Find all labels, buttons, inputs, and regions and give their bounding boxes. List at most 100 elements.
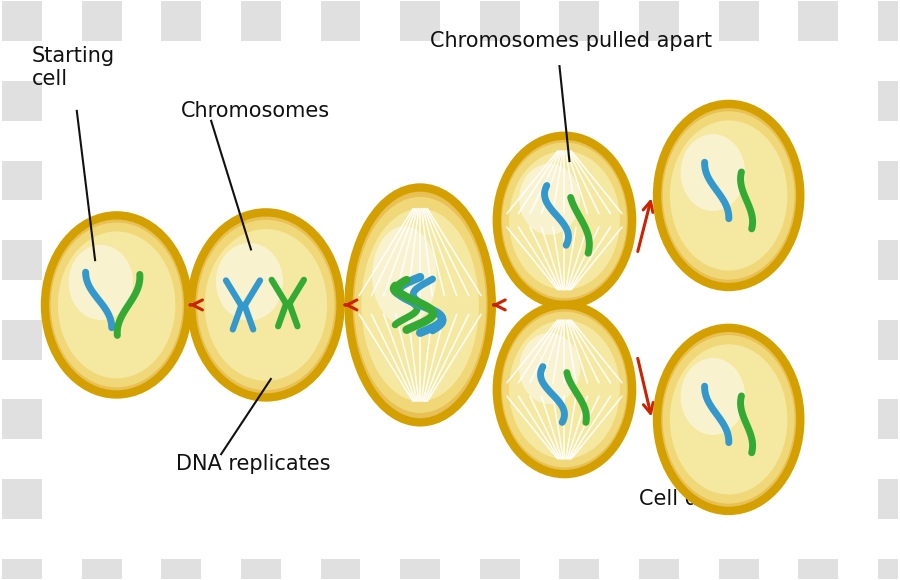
- Bar: [560, 81, 599, 121]
- Bar: [42, 439, 82, 479]
- Bar: [400, 1, 440, 41]
- Bar: [2, 240, 42, 280]
- Ellipse shape: [519, 164, 580, 235]
- Bar: [161, 479, 202, 519]
- Bar: [400, 320, 440, 360]
- Bar: [320, 320, 360, 360]
- Ellipse shape: [204, 229, 327, 381]
- Bar: [798, 161, 838, 201]
- Bar: [878, 400, 900, 439]
- Bar: [838, 280, 878, 320]
- Bar: [2, 81, 42, 121]
- Bar: [82, 1, 122, 41]
- Bar: [122, 439, 161, 479]
- Bar: [519, 201, 560, 240]
- Ellipse shape: [670, 121, 788, 270]
- Bar: [759, 360, 798, 400]
- Bar: [679, 439, 719, 479]
- Bar: [2, 240, 42, 280]
- Bar: [320, 161, 360, 201]
- Bar: [798, 240, 838, 280]
- Bar: [82, 240, 122, 280]
- Bar: [281, 201, 320, 240]
- Bar: [798, 81, 838, 121]
- Bar: [838, 360, 878, 400]
- Bar: [759, 439, 798, 479]
- Bar: [202, 280, 241, 320]
- Bar: [798, 1, 838, 41]
- Bar: [719, 400, 759, 439]
- Bar: [241, 400, 281, 439]
- Bar: [241, 559, 281, 580]
- Bar: [480, 400, 519, 439]
- Bar: [719, 320, 759, 360]
- Bar: [719, 81, 759, 121]
- Ellipse shape: [348, 187, 491, 422]
- Bar: [122, 519, 161, 559]
- Bar: [2, 479, 42, 519]
- Bar: [2, 161, 42, 201]
- Text: Cell divides: Cell divides: [639, 489, 760, 509]
- Ellipse shape: [680, 358, 745, 435]
- Bar: [2, 161, 42, 201]
- Bar: [719, 240, 759, 280]
- Ellipse shape: [502, 143, 626, 298]
- Bar: [878, 81, 900, 121]
- Bar: [798, 559, 838, 580]
- Bar: [2, 559, 42, 580]
- Bar: [480, 559, 519, 580]
- Bar: [639, 1, 679, 41]
- Ellipse shape: [657, 328, 800, 511]
- Bar: [719, 161, 759, 201]
- Bar: [838, 439, 878, 479]
- Ellipse shape: [355, 197, 486, 413]
- Bar: [599, 519, 639, 559]
- Bar: [798, 400, 838, 439]
- Bar: [241, 240, 281, 280]
- Bar: [639, 400, 679, 439]
- Bar: [719, 559, 759, 580]
- Bar: [161, 559, 202, 580]
- Ellipse shape: [497, 305, 632, 474]
- Bar: [639, 1, 679, 41]
- Ellipse shape: [662, 335, 795, 503]
- Bar: [281, 280, 320, 320]
- Bar: [480, 479, 519, 519]
- Bar: [2, 320, 42, 360]
- Bar: [560, 400, 599, 439]
- Bar: [878, 81, 900, 121]
- Ellipse shape: [362, 209, 479, 401]
- Bar: [82, 161, 122, 201]
- Bar: [878, 161, 900, 201]
- Bar: [519, 41, 560, 81]
- Bar: [639, 81, 679, 121]
- Bar: [599, 439, 639, 479]
- Bar: [241, 559, 281, 580]
- Bar: [679, 201, 719, 240]
- Bar: [2, 1, 42, 41]
- Bar: [719, 559, 759, 580]
- Bar: [480, 161, 519, 201]
- Bar: [480, 320, 519, 360]
- Bar: [82, 81, 122, 121]
- Bar: [878, 240, 900, 280]
- Ellipse shape: [519, 333, 580, 404]
- Bar: [560, 479, 599, 519]
- Bar: [440, 201, 480, 240]
- Bar: [241, 161, 281, 201]
- Bar: [320, 1, 360, 41]
- Bar: [2, 400, 42, 439]
- Bar: [202, 360, 241, 400]
- Ellipse shape: [68, 245, 133, 320]
- Bar: [360, 280, 400, 320]
- Bar: [320, 1, 360, 41]
- Bar: [679, 41, 719, 81]
- Ellipse shape: [680, 134, 745, 211]
- Bar: [878, 240, 900, 280]
- Ellipse shape: [670, 345, 788, 495]
- Bar: [281, 360, 320, 400]
- Bar: [42, 360, 82, 400]
- Bar: [878, 320, 900, 360]
- Bar: [360, 121, 400, 161]
- Bar: [202, 519, 241, 559]
